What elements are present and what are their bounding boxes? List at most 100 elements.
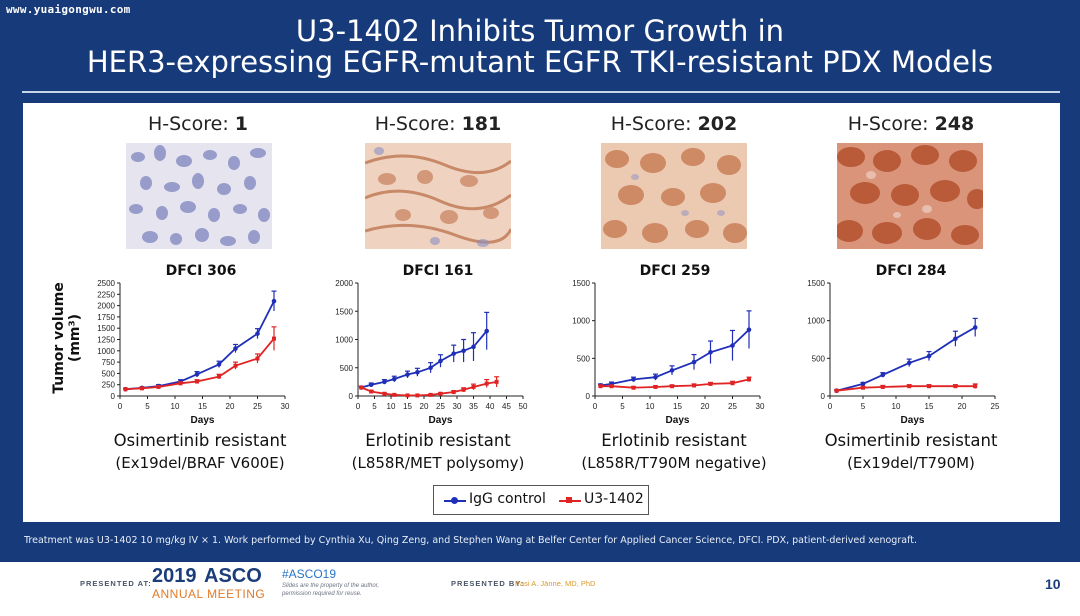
data-point [392,376,397,382]
data-point [609,384,614,389]
x-tick-label: 20 [701,402,710,411]
series-igg-control [358,311,490,390]
chart-dfci-284: 0 500 1000 1500 0 5 10 15 20 25 Days [807,279,1000,426]
x-tick-label: 25 [728,402,737,411]
y-tick-label: 0 [586,392,591,401]
data-point [973,384,978,389]
x-tick-label: 50 [519,402,528,411]
legend-u3-marker [566,497,572,503]
data-point [405,372,410,377]
data-point [906,360,912,366]
mutation-2: (L858R/MET polysomy) [351,454,525,472]
x-tick-label: 30 [756,402,765,411]
hscore-label: H-Score: [147,113,229,135]
x-tick-label: 0 [356,402,361,411]
data-point [156,384,161,389]
y-tick-label: 0 [821,392,826,401]
data-point [359,385,364,390]
y-tick-label: 1250 [97,336,115,345]
ihc-image-1 [126,143,272,249]
data-point [255,331,260,336]
data-point [438,358,443,364]
data-point [494,379,499,384]
x-tick-label: 25 [253,402,262,411]
y-tick-label: 1750 [97,313,115,322]
series-igg-control [598,310,752,388]
model-title-3: DFCI 259 [639,263,711,279]
mutation-1: (Ex19del/BRAF V600E) [115,454,285,472]
model-title-4: DFCI 284 [875,263,947,279]
footer-bar: PRESENTED AT: 2019 ASCO ANNUAL MEETING #… [0,562,1080,616]
data-point [195,379,199,384]
resistance-1: Osimertinib resistant [113,431,287,450]
data-point [255,356,260,361]
data-point [953,336,958,342]
data-point [692,383,696,388]
data-point [972,325,978,330]
data-point [691,359,697,365]
hscore-1: H-Score: 1 [88,113,308,135]
data-point [471,344,476,350]
series-line [600,378,750,389]
data-point [451,390,456,395]
x-tick-label: 45 [502,402,511,411]
x-tick-label: 5 [620,402,625,411]
y-tick-label: 250 [102,381,116,390]
presented-by-label: PRESENTED BY: [451,579,525,588]
data-point [271,298,277,304]
axes: 0 250 500 750 1000 1250 1500 1750 2000 2250 2500 0 5… [97,279,290,426]
data-point [415,393,420,398]
x-tick-label: 10 [892,402,901,411]
presenter-name: Pasi A. Jänne, MD, PhD [515,579,596,588]
data-point [730,381,735,386]
data-point [670,384,674,389]
page-number: 10 [1045,576,1061,592]
y-tick-label: 1500 [97,324,115,333]
x-tick-label: 15 [673,402,682,411]
data-point [438,391,443,396]
x-tick-label: 5 [861,402,866,411]
x-tick-label: 0 [593,402,598,411]
x-tick-label: 25 [991,402,1000,411]
series-u3-1402 [834,383,978,393]
x-axis-label: Days [666,415,690,426]
data-point [708,350,713,355]
y-tick-label: 1500 [807,279,825,288]
data-point [272,336,276,341]
x-tick-label: 15 [198,402,207,411]
y-tick-label: 1000 [807,317,825,326]
x-tick-label: 30 [453,402,462,411]
y-tick-label: 1500 [572,279,590,288]
series-igg-control [123,290,277,392]
data-point [233,346,238,351]
data-point [861,385,865,390]
data-point [461,387,466,392]
y-tick-label: 500 [102,369,116,378]
y-tick-label: 2000 [335,279,353,288]
data-point [178,381,183,386]
data-point [926,353,932,359]
axes: 0 500 1000 1500 0 5 10 15 20 25 30 Days [572,279,765,426]
ihc-image-3 [601,143,747,249]
y-tick-label: 2500 [97,279,115,288]
data-point [927,384,931,389]
hscore-4: H-Score: 248 [801,113,1021,135]
data-point [382,391,387,396]
x-tick-label: 10 [171,402,180,411]
series-line [125,300,275,391]
axes: 0 500 1000 1500 2000 0 5 10 15 20 25 30 35 40 45 50 Days [335,279,528,426]
y-tick-label: 1000 [97,347,115,356]
x-tick-label: 0 [118,402,123,411]
slide-title-line-2: HER3-expressing EGFR-mutant EGFR TKI-res… [86,45,994,79]
x-tick-label: 15 [403,402,412,411]
chart-dfci-306: 0 250 500 750 1000 1250 1500 1750 2000 2250 2500 0 5… [97,279,290,426]
footnote: Treatment was U3-1402 10 mg/kg IV × 1. W… [24,535,917,546]
data-point [730,343,735,348]
data-point [368,382,374,387]
y-tick-label: 2250 [97,290,115,299]
series-line [125,338,275,391]
y-tick-label: 1000 [335,336,353,345]
legend-u3-label: U3-1402 [584,491,644,507]
legend-igg-marker [451,497,458,504]
x-axis-label: Days [429,415,453,426]
